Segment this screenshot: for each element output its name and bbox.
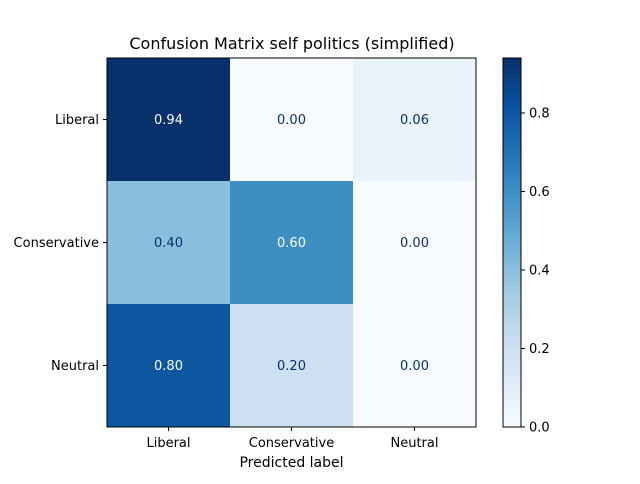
cell-value-label: 0.20 xyxy=(277,359,306,374)
heatmap-cell xyxy=(107,58,231,182)
colorbar xyxy=(502,57,522,428)
heatmap-cell xyxy=(353,181,477,305)
y-tick-label: Neutral xyxy=(51,359,99,374)
heatmap-cells xyxy=(107,58,477,428)
cell-value-label: 0.00 xyxy=(277,113,306,128)
heatmap-cell xyxy=(107,181,231,305)
colorbar-tick-label: 0.6 xyxy=(529,185,550,200)
colorbar-tick-label: 0.2 xyxy=(529,342,550,357)
x-axis-ticks: Liberal Conservative Neutral xyxy=(146,427,438,451)
cell-value-label: 0.00 xyxy=(400,359,429,374)
cell-value-label: 0.40 xyxy=(154,236,183,251)
colorbar-tick-label: 0.8 xyxy=(529,106,550,121)
x-tick-label: Liberal xyxy=(146,436,190,451)
cell-value-label: 0.80 xyxy=(154,359,183,374)
colorbar-ticks: 0.0 0.2 0.4 0.6 0.8 xyxy=(521,106,550,436)
chart-title: Confusion Matrix self politics (simplifi… xyxy=(129,34,454,53)
heatmap-cell xyxy=(230,58,354,182)
heatmap-cell xyxy=(230,304,354,428)
heatmap-cell-labels: 0.94 0.00 0.06 0.40 0.60 0.00 0.80 0.20 0.00 xyxy=(154,113,429,374)
cell-value-label: 0.06 xyxy=(400,113,429,128)
y-axis-ticks: Liberal Conservative Neutral xyxy=(14,113,107,374)
x-tick-label: Conservative xyxy=(249,436,334,451)
cell-value-label: 0.00 xyxy=(400,236,429,251)
heatmap-cell xyxy=(353,304,477,428)
x-axis-label: Predicted label xyxy=(239,455,343,471)
cell-value-label: 0.94 xyxy=(154,113,183,128)
y-tick-label: Liberal xyxy=(55,113,99,128)
heatmap-cell xyxy=(107,304,231,428)
cell-value-label: 0.60 xyxy=(277,236,306,251)
heatmap-cell xyxy=(353,58,477,182)
x-tick-label: Neutral xyxy=(391,436,439,451)
heatmap-cell xyxy=(230,181,354,305)
colorbar-tick-label: 0.4 xyxy=(529,263,550,278)
y-tick-label: Conservative xyxy=(14,236,99,251)
colorbar-tick-label: 0.0 xyxy=(529,421,550,436)
